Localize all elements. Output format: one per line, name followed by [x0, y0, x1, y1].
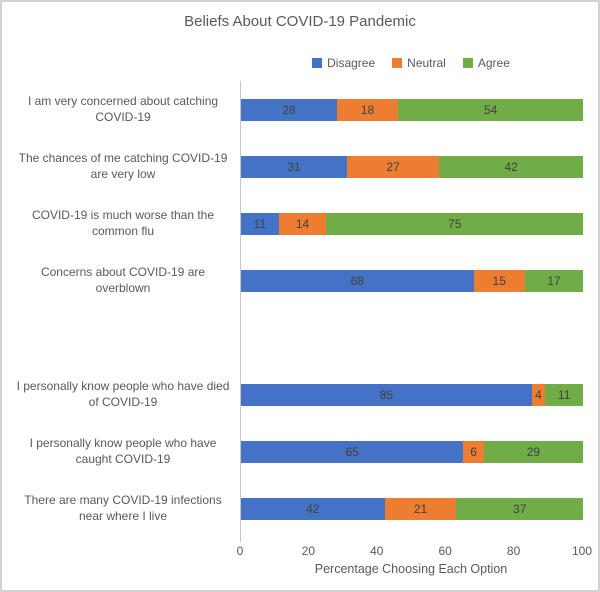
empty-row — [2, 309, 598, 366]
bar-segment-neutral: 6 — [463, 440, 484, 463]
category-label: COVID-19 is much worse than the common f… — [31, 207, 215, 238]
category-row: I am very concerned about catching COVID… — [2, 81, 598, 138]
bar-segment-disagree: 68 — [241, 269, 474, 292]
legend-item-disagree: Disagree — [312, 56, 375, 70]
legend-swatch-disagree — [312, 58, 323, 68]
bar-segment-disagree: 42 — [241, 497, 385, 520]
category-row: I personally know people who have died o… — [2, 366, 598, 423]
bar-segment-neutral: 27 — [347, 155, 440, 178]
bar-segment-disagree: 28 — [241, 98, 337, 121]
bar-segment-disagree: 65 — [241, 440, 464, 463]
category-row: Concerns about COVID-19 are overblown 68 1… — [2, 252, 598, 309]
bar-segment-agree: 29 — [483, 440, 583, 463]
x-tick-label: 20 — [301, 544, 316, 558]
bar-segment-neutral: 14 — [278, 212, 327, 235]
legend-swatch-neutral — [392, 58, 403, 68]
bar-track: 65 6 29 — [241, 440, 583, 463]
legend-swatch-agree — [462, 58, 473, 68]
category-row: COVID-19 is much worse than the common f… — [2, 195, 598, 252]
category-row: The chances of me catching COVID-19 are … — [2, 138, 598, 195]
x-axis-ticks: 0 20 40 60 80 100 — [236, 544, 592, 559]
category-label: I personally know people who have died o… — [16, 378, 230, 409]
category-label: I personally know people who have caught… — [29, 435, 217, 466]
plot-area: I am very concerned about catching COVID… — [2, 81, 598, 537]
chart-title: Beliefs About COVID-19 Pandemic — [184, 13, 416, 30]
x-tick-label: 100 — [571, 544, 593, 558]
category-label: Concerns about COVID-19 are overblown — [40, 264, 206, 295]
bar-segment-agree: 11 — [545, 383, 583, 406]
bar-segment-agree: 17 — [524, 269, 583, 292]
x-tick-label: 80 — [506, 544, 521, 558]
legend-item-neutral: Neutral — [392, 56, 446, 70]
bar-track: 28 18 54 — [241, 98, 583, 121]
category-label: The chances of me catching COVID-19 are … — [18, 150, 228, 181]
bar-segment-neutral: 21 — [384, 497, 457, 520]
bar-segment-neutral: 4 — [531, 383, 546, 406]
x-tick-label: 0 — [236, 544, 244, 558]
bar-track: 11 14 75 — [241, 212, 583, 235]
legend: Disagree Neutral Agree — [240, 56, 582, 70]
bar-segment-disagree: 31 — [241, 155, 348, 178]
legend-label: Neutral — [407, 56, 446, 70]
legend-label: Agree — [477, 56, 510, 70]
category-row: There are many COVID-19 infections near … — [2, 480, 598, 537]
bar-segment-agree: 54 — [398, 98, 583, 121]
category-row: I personally know people who have caught… — [2, 423, 598, 480]
bar-track: 42 21 37 — [241, 497, 583, 520]
x-tick-label: 40 — [370, 544, 384, 558]
bar-segment-disagree: 11 — [241, 212, 279, 235]
bar-segment-neutral: 15 — [473, 269, 525, 292]
bar-track: 31 27 42 — [241, 155, 583, 178]
category-label: I am very concerned about catching COVID… — [27, 93, 219, 124]
x-axis-title: Percentage Choosing Each Option — [314, 562, 508, 576]
bar-segment-agree: 37 — [456, 497, 583, 520]
category-label: There are many COVID-19 infections near … — [24, 492, 222, 523]
bar-segment-agree: 75 — [326, 212, 583, 235]
bar-track: 68 15 17 — [241, 269, 583, 292]
legend-item-agree: Agree — [462, 56, 510, 70]
bar-segment-neutral: 18 — [336, 98, 399, 121]
bar-track: 85 4 11 — [241, 383, 583, 406]
legend-label: Disagree — [327, 56, 376, 70]
bar-segment-agree: 42 — [439, 155, 583, 178]
bar-track — [241, 327, 583, 349]
bar-segment-disagree: 85 — [241, 383, 532, 406]
x-tick-label: 60 — [438, 544, 452, 558]
category-axis-line — [240, 81, 241, 542]
